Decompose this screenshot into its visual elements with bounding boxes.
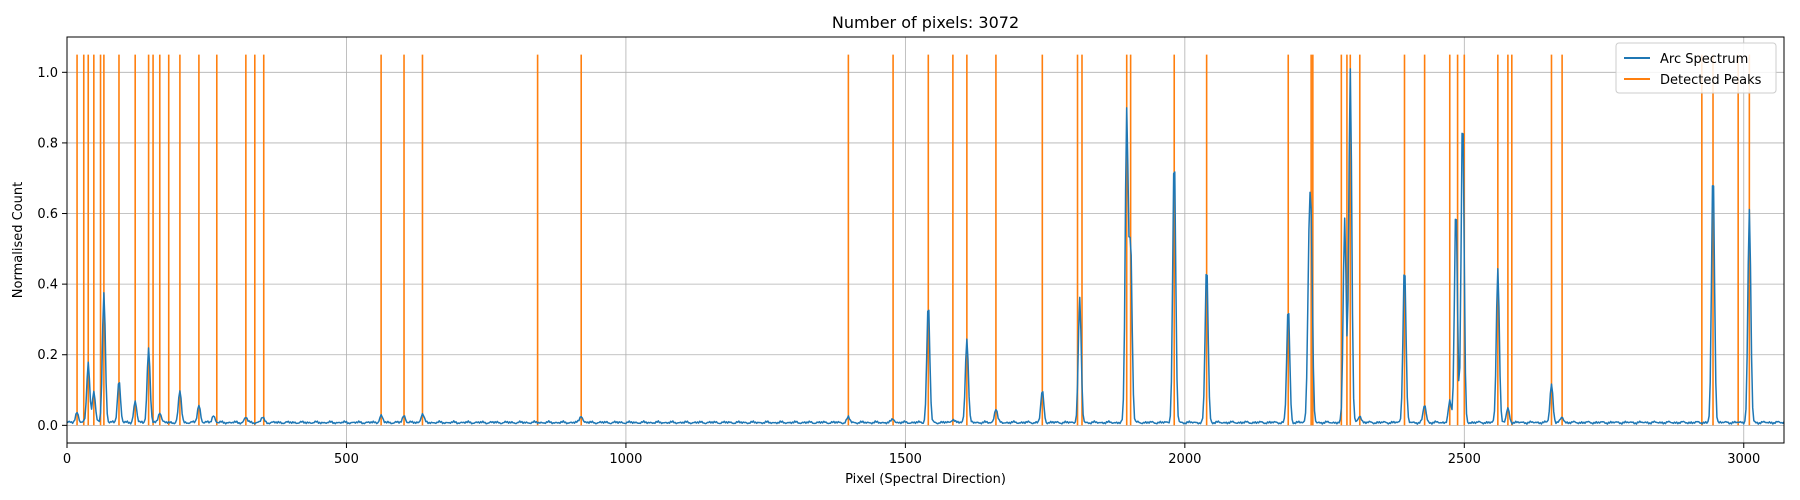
y-tick-label: 1.0 [37, 66, 58, 81]
x-axis-ticks: 0 500 1000 1500 2000 2500 3000 [63, 443, 1760, 467]
x-tick-label: 2000 [1168, 452, 1201, 467]
x-tick-label: 0 [63, 452, 71, 467]
chart-title: Number of pixels: 3072 [832, 13, 1019, 32]
y-tick-label: 0.0 [37, 419, 58, 434]
x-tick-label: 3000 [1727, 452, 1760, 467]
y-tick-label: 0.4 [37, 278, 58, 293]
y-axis-label: Normalised Count [11, 182, 26, 298]
spectrum-line [66, 68, 1785, 425]
y-tick-label: 0.6 [37, 207, 58, 222]
detected-peaks-series [76, 54, 1751, 426]
x-tick-label: 1500 [889, 452, 922, 467]
x-tick-label: 2500 [1448, 452, 1481, 467]
y-tick-label: 0.8 [37, 136, 58, 151]
y-tick-label: 0.2 [37, 348, 58, 363]
legend: Arc Spectrum Detected Peaks [1615, 42, 1777, 94]
plot-frame [66, 36, 1785, 444]
x-tick-label: 500 [334, 452, 359, 467]
legend-box [1615, 42, 1777, 94]
y-axis-ticks: 0.0 0.2 0.4 0.6 0.8 1.0 [37, 66, 67, 434]
legend-label-detected-peaks: Detected Peaks [1660, 73, 1762, 88]
arc-spectrum-series [66, 68, 1785, 425]
x-axis-label: Pixel (Spectral Direction) [845, 472, 1006, 487]
legend-label-arc-spectrum: Arc Spectrum [1660, 52, 1748, 67]
x-tick-label: 1000 [609, 452, 642, 467]
